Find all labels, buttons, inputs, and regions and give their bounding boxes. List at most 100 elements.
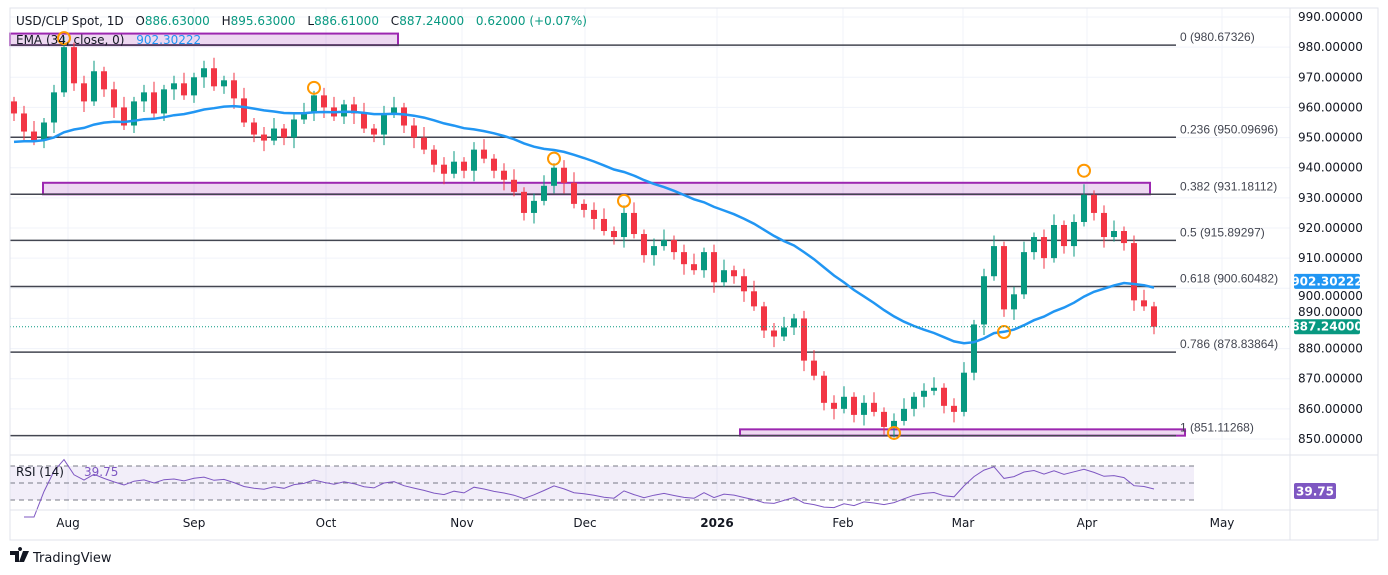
candle (1141, 289, 1147, 311)
candle-body (1061, 224, 1067, 247)
candle-body (911, 396, 917, 409)
candle (1051, 214, 1057, 263)
candle (821, 371, 827, 411)
candle-body (871, 402, 877, 412)
candle-body (101, 71, 107, 90)
candle-body (921, 390, 927, 397)
candle-body (1081, 194, 1087, 222)
candle (1011, 286, 1017, 320)
candle (511, 169, 517, 197)
candle-body (401, 107, 407, 126)
candle (871, 392, 877, 417)
candle-body (551, 167, 557, 186)
candle-body (51, 92, 57, 123)
candle (281, 124, 287, 146)
svg-text:887.24000: 887.24000 (1291, 320, 1362, 334)
candle-body (951, 405, 957, 412)
candle-body (981, 276, 987, 325)
candle-body (71, 47, 77, 84)
candle-body (411, 125, 417, 138)
price-tick-label: 900.00000 (1298, 289, 1363, 303)
candle (671, 235, 677, 260)
candle-body (431, 149, 437, 165)
candle-body (161, 89, 167, 114)
fib-level-label: 0.618 (900.60482) (1180, 271, 1278, 285)
rsi-band (10, 466, 1194, 500)
legend-ohlc: USD/CLP Spot, 1D O886.63000 H895.63000 L… (16, 14, 587, 28)
price-tick-label: 950.00000 (1298, 131, 1363, 145)
fib-level-label: 1 (851.11268) (1180, 421, 1254, 435)
candle-body (1141, 300, 1147, 307)
time-tick-label: Dec (573, 516, 596, 530)
candle-body (501, 170, 507, 180)
candle (711, 244, 717, 293)
candle-body (171, 83, 177, 90)
candle (921, 383, 927, 408)
candle-body (181, 83, 187, 96)
candle (961, 362, 967, 417)
candles (11, 36, 1157, 438)
tradingview-logo[interactable]: TradingView (10, 547, 112, 566)
price-tick-label: 990.00000 (1298, 10, 1363, 24)
candle (981, 268, 987, 336)
candle (1061, 220, 1067, 254)
candle-body (381, 113, 387, 135)
candle (751, 280, 757, 311)
candle-body (471, 149, 477, 171)
candle (801, 310, 807, 372)
candle (101, 66, 107, 97)
candle-body (1111, 231, 1117, 238)
rsi-value-tag (1294, 483, 1336, 499)
price-tick-label: 930.00000 (1298, 191, 1363, 205)
candle (651, 238, 657, 266)
candle (1091, 190, 1097, 221)
candle (881, 407, 887, 435)
candle-body (371, 128, 377, 135)
candle-body (1051, 224, 1057, 259)
candle (991, 235, 997, 281)
time-axis[interactable]: Aug Sep Oct Nov Dec 2026 Feb Mar Apr May (56, 516, 1234, 530)
fib-level-label: 0.5 (915.89297) (1180, 225, 1265, 239)
candle (71, 42, 77, 91)
candle (141, 84, 147, 112)
price-tick-label: 970.00000 (1298, 70, 1363, 84)
candle-body (11, 101, 17, 114)
candle (641, 229, 647, 263)
candle-body (821, 375, 827, 403)
swing-point-marker (307, 80, 321, 95)
chart-frame (9, 7, 1379, 541)
candle-body (791, 318, 797, 328)
candle-body (1091, 194, 1097, 213)
candle (1071, 214, 1077, 257)
candle-body (491, 158, 497, 171)
price-tick-label: 870.00000 (1298, 372, 1363, 386)
candle-body (191, 77, 197, 96)
candle-body (721, 270, 727, 283)
candle-body (771, 330, 777, 337)
price-axis[interactable]: 990.00000 980.00000 970.00000 960.00000 950.… (1298, 10, 1363, 446)
candle-body (421, 137, 427, 150)
candle (1151, 301, 1157, 335)
candle (931, 377, 937, 396)
swing-point-marker (617, 193, 631, 208)
candle (431, 145, 437, 173)
candle-body (561, 167, 567, 183)
candle (401, 102, 407, 134)
candle (571, 172, 577, 209)
candle (111, 81, 117, 118)
candle (1001, 241, 1007, 317)
candle-body (1011, 294, 1017, 310)
ema-line (13, 104, 1155, 345)
candle-body (141, 92, 147, 102)
candle-body (611, 231, 617, 238)
candle-body (221, 80, 227, 87)
candle-body (201, 68, 207, 78)
svg-text:902.30222: 902.30222 (1291, 274, 1362, 288)
candle-body (151, 92, 157, 114)
time-tick-label: May (1210, 516, 1235, 530)
candle (731, 265, 737, 284)
candle-body (1021, 252, 1027, 295)
grid (10, 8, 1290, 510)
candle-body (801, 318, 807, 361)
